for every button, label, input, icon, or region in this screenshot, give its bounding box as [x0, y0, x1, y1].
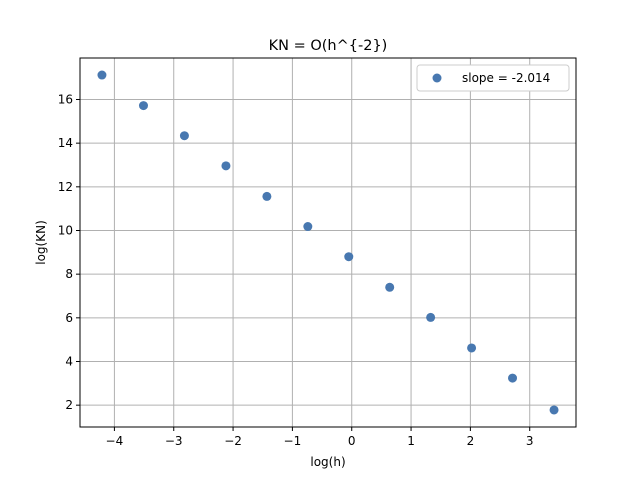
y-tick-label: 16	[58, 92, 73, 106]
x-tick-label: 0	[348, 434, 356, 448]
data-point	[385, 282, 395, 292]
data-point	[426, 312, 436, 322]
data-point	[344, 252, 354, 262]
grid	[80, 58, 576, 427]
data-point	[262, 191, 272, 201]
x-tick-label: 3	[526, 434, 534, 448]
data-point	[221, 161, 231, 171]
y-axis-label: log(KN)	[34, 220, 48, 265]
data-point	[138, 101, 148, 111]
data-point	[508, 373, 518, 383]
legend: slope = -2.014	[416, 64, 570, 92]
data-points	[97, 70, 559, 415]
plot-frame	[79, 57, 577, 428]
y-tick-label: 10	[58, 223, 73, 237]
y-tick-label: 2	[65, 398, 73, 412]
x-tick-label: 1	[407, 434, 415, 448]
y-tick-label: 12	[58, 180, 73, 194]
x-tick-label: −3	[165, 434, 183, 448]
y-tick-label: 14	[58, 136, 73, 150]
legend-label: slope = -2.014	[462, 71, 550, 85]
x-tick-label: −1	[284, 434, 302, 448]
x-tick-label: 2	[467, 434, 475, 448]
y-tick-label: 8	[65, 267, 73, 281]
data-point	[467, 343, 477, 353]
plot-area	[80, 58, 576, 427]
data-point	[303, 222, 313, 232]
data-point	[179, 131, 189, 141]
data-point	[97, 70, 107, 80]
legend-box	[416, 64, 570, 92]
chart-title: KN = O(h^{-2})	[269, 38, 388, 54]
y-tick-label: 6	[65, 311, 73, 325]
x-axis-ticks: −4 −3 −2 −1 0 1 2 3	[106, 427, 534, 448]
x-tick-label: −4	[106, 434, 124, 448]
y-tick-label: 4	[65, 354, 73, 368]
x-tick-label: −2	[224, 434, 242, 448]
data-point	[549, 405, 559, 415]
x-axis-label: log(h)	[310, 455, 345, 469]
legend-marker	[432, 73, 442, 83]
y-axis-ticks: 2 4 6 8 10 12 14 16	[58, 92, 80, 412]
